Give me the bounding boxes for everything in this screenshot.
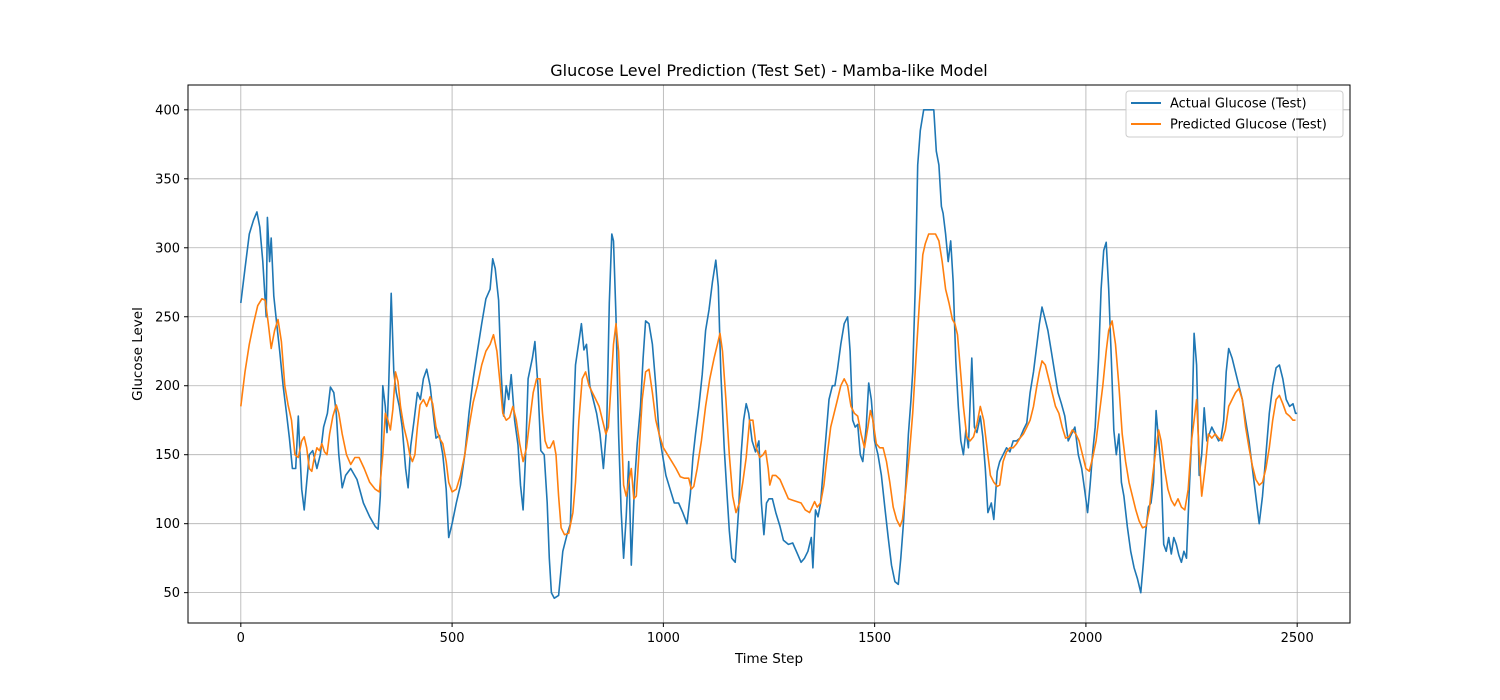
x-tick-label: 2500 <box>1281 631 1314 646</box>
y-tick-label: 150 <box>155 448 180 463</box>
x-tick-label: 0 <box>237 631 245 646</box>
predicted-glucose-line <box>240 233 1296 536</box>
legend-box <box>1125 90 1344 138</box>
legend-label-predicted: Predicted Glucose (Test) <box>1170 118 1327 133</box>
grid <box>188 85 1350 623</box>
legend: Actual Glucose (Test) Predicted Glucose … <box>1125 90 1344 138</box>
plot-frame <box>187 84 1351 624</box>
chart-title: Glucose Level Prediction (Test Set) - Ma… <box>550 61 988 80</box>
ticks: 0 500 1000 1500 2000 2500 50 100 150 200 250 300 350… <box>155 103 1314 646</box>
y-tick-label: 250 <box>155 310 180 325</box>
y-tick-label: 300 <box>155 241 180 256</box>
y-tick-label: 350 <box>155 172 180 187</box>
x-axis-label: Time Step <box>734 651 803 667</box>
x-tick-label: 2000 <box>1069 631 1102 646</box>
y-tick-label: 50 <box>163 586 180 601</box>
y-tick-label: 200 <box>155 379 180 394</box>
x-tick-label: 1000 <box>647 631 680 646</box>
x-tick-label: 1500 <box>858 631 891 646</box>
y-tick-label: 400 <box>155 103 180 118</box>
plot-area <box>188 85 1350 623</box>
x-tick-label: 500 <box>440 631 465 646</box>
actual-glucose-line <box>240 109 1298 599</box>
y-tick-label: 100 <box>155 517 180 532</box>
series-layer <box>240 109 1298 599</box>
y-axis-label: Glucose Level <box>130 307 146 401</box>
legend-label-actual: Actual Glucose (Test) <box>1170 97 1307 112</box>
